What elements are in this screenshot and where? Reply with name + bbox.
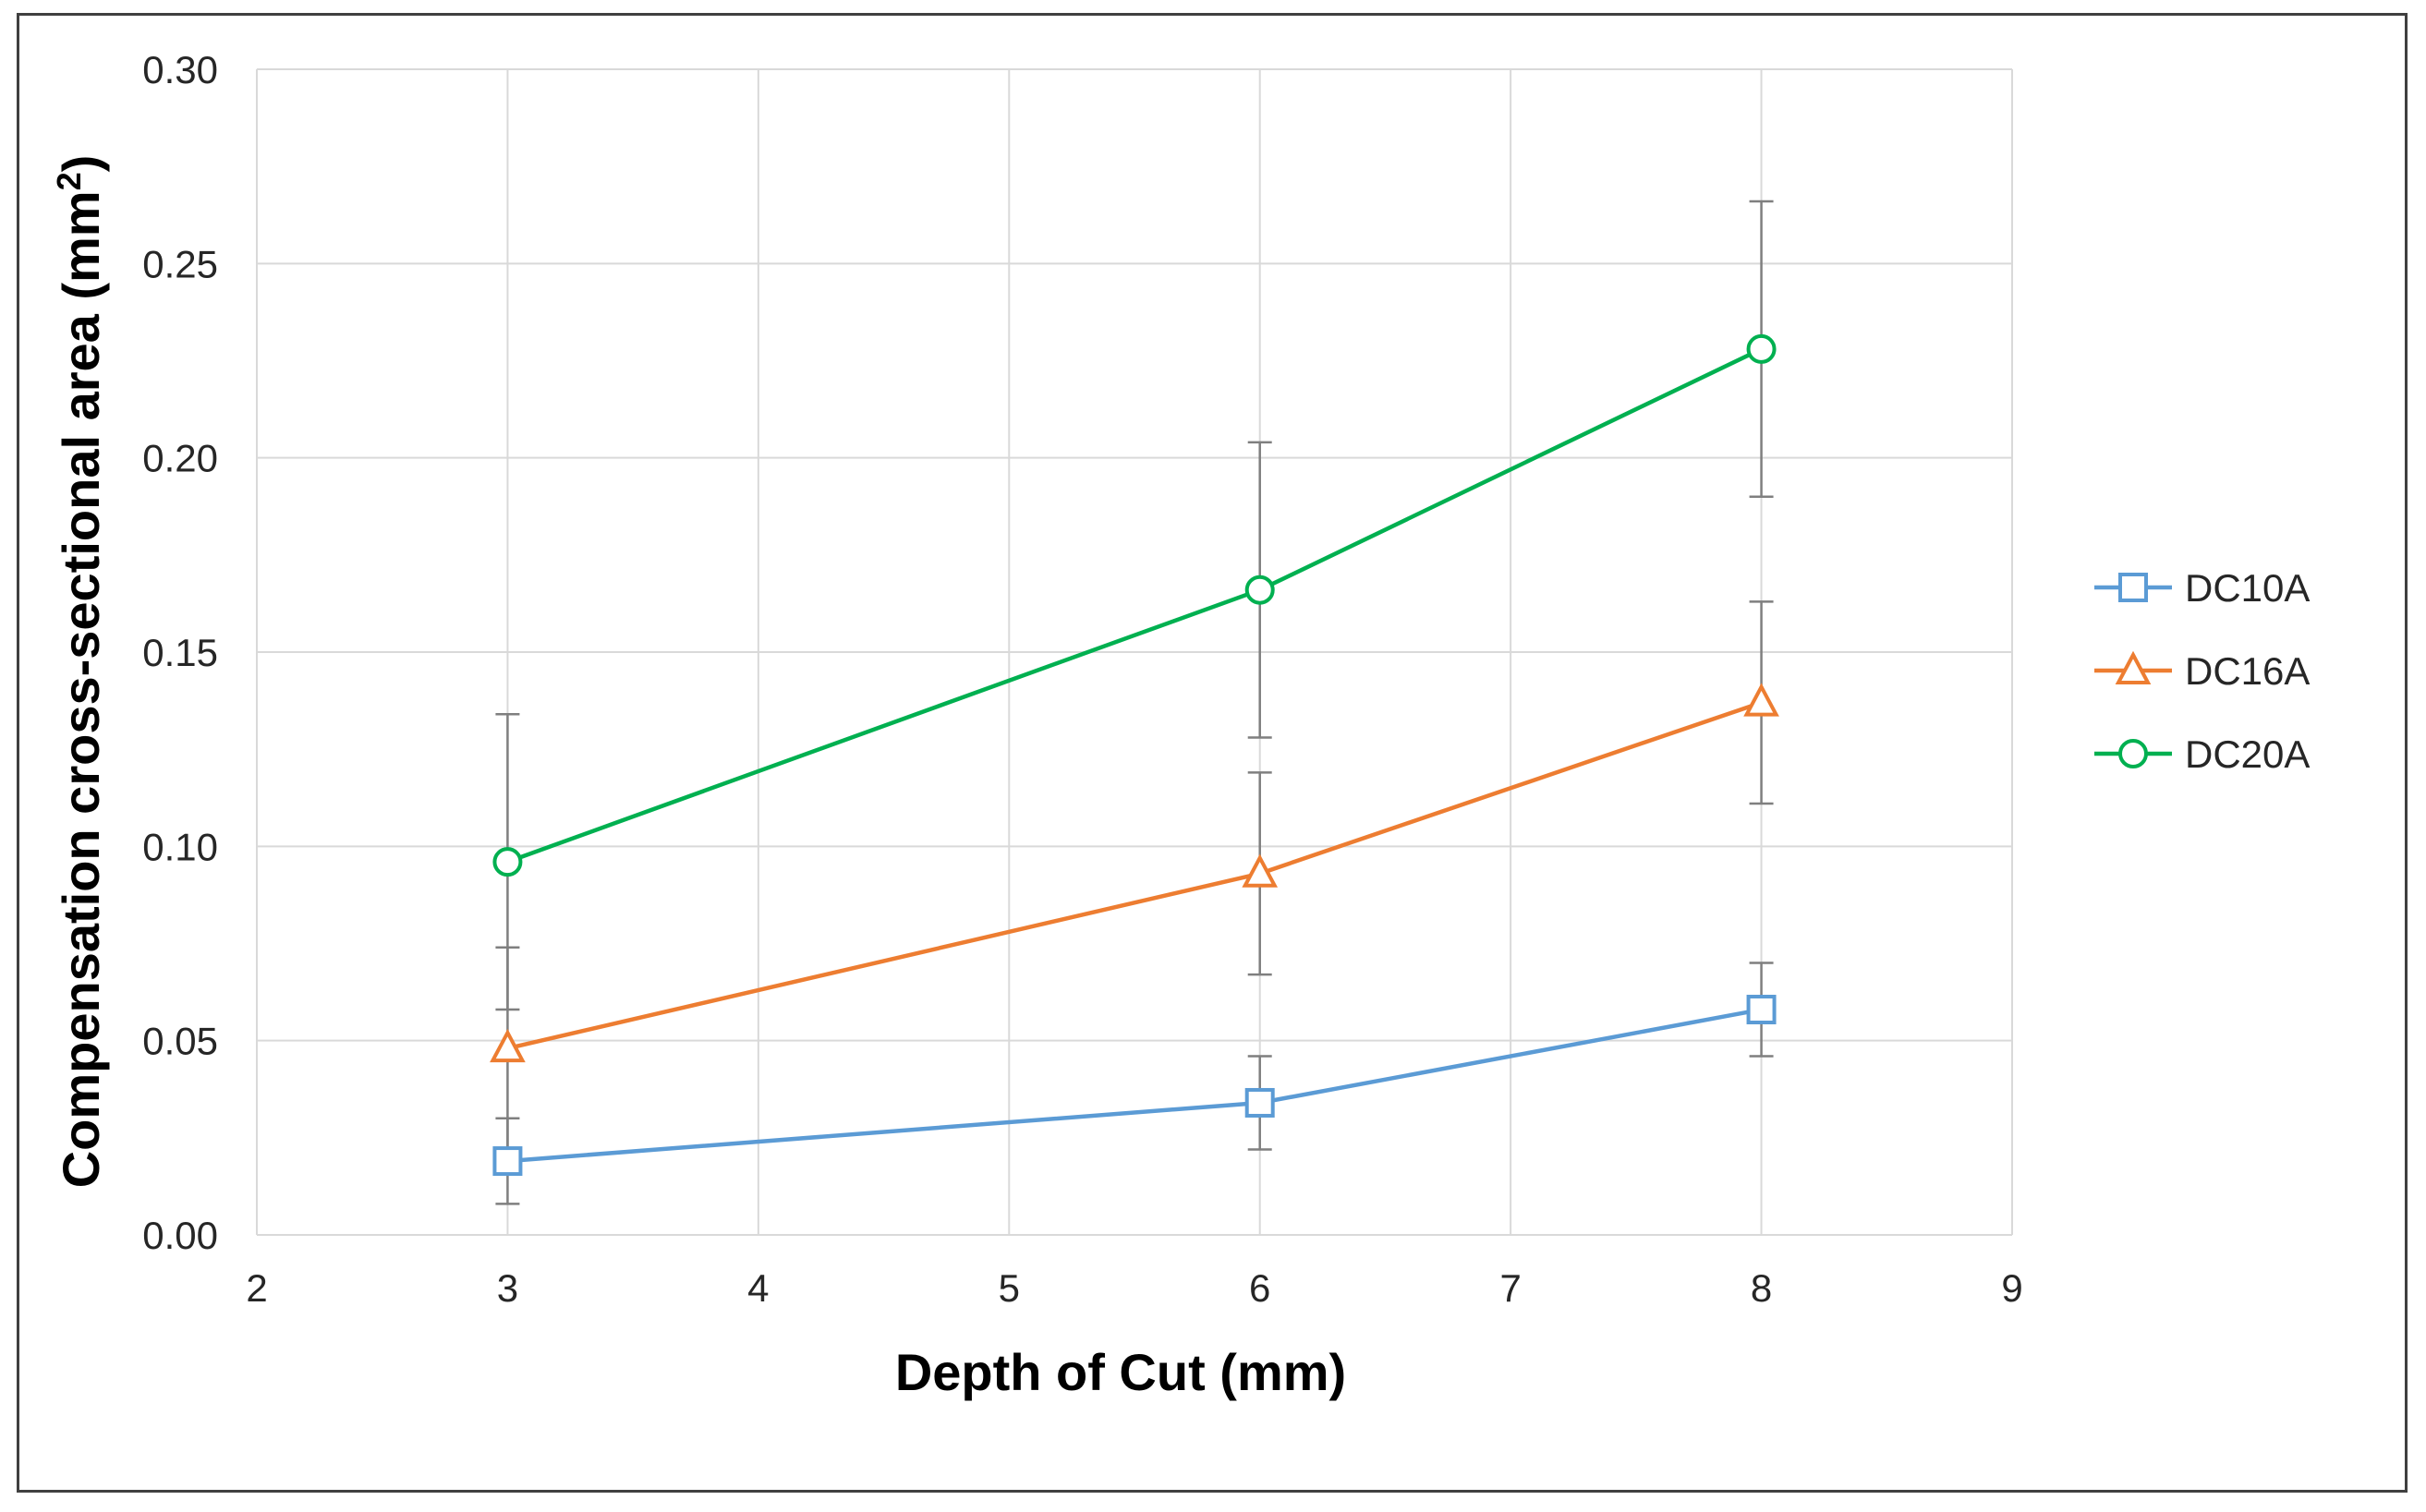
y-axis-title-superscript: 2	[50, 172, 88, 190]
data-point-dc10a	[492, 1146, 523, 1177]
y-tick-label: 0.05	[142, 1020, 218, 1063]
y-tick-label: 0.15	[142, 631, 218, 674]
legend-marker-dc16a	[2115, 650, 2152, 684]
legend-label-dc20a: DC20A	[2185, 732, 2310, 776]
marker-layer	[490, 333, 1779, 1177]
y-axis-title: Compensation cross-sectional area (mm2)	[50, 155, 110, 1189]
error-bar-layer	[495, 200, 1774, 1205]
data-point-dc16a	[1242, 853, 1279, 888]
series-line-dc16a	[506, 700, 1763, 1051]
legend-label-dc10a: DC10A	[2185, 566, 2310, 610]
legend-marker-dc20a	[2118, 739, 2148, 768]
x-tick-label: 5	[999, 1266, 1020, 1310]
series-line-dc10a	[507, 1007, 1762, 1164]
y-tick-label: 0.00	[142, 1214, 218, 1257]
x-tick-label: 7	[1499, 1266, 1521, 1310]
legend-item-dc20a: DC20A	[2094, 732, 2310, 776]
legend-label-dc16a: DC16A	[2185, 649, 2310, 693]
y-axis-title-main: Compensation cross-sectional area (mm	[52, 190, 110, 1188]
legend-item-dc10a: DC10A	[2094, 566, 2310, 610]
data-point-dc20a	[492, 847, 523, 877]
data-point-dc16a	[1743, 683, 1779, 717]
x-tick-label: 3	[497, 1266, 518, 1310]
data-point-dc20a	[1244, 575, 1275, 605]
x-tick-label: 4	[747, 1266, 769, 1310]
data-point-dc10a	[1746, 995, 1777, 1025]
data-point-dc10a	[1244, 1087, 1275, 1118]
x-tick-label: 2	[246, 1266, 267, 1310]
data-point-dc16a	[490, 1028, 526, 1063]
data-point-dc20a	[1746, 333, 1777, 364]
chart-svg: 2 3 4 5 6 7 8 9 0.00 0.05 0.10 0.15 0.20 0.25 0.30 DC1…	[50, 48, 2310, 1401]
legend-marker-dc10a	[2118, 573, 2148, 602]
legend-item-dc16a: DC16A	[2094, 649, 2310, 693]
x-tick-label: 6	[1249, 1266, 1270, 1310]
x-tick-label: 8	[1751, 1266, 1772, 1310]
legend: DC10A DC16A DC20A	[2094, 566, 2310, 776]
y-tick-label: 0.30	[142, 48, 218, 91]
x-tick-label: 9	[2001, 1266, 2022, 1310]
x-axis-title: Depth of Cut (mm)	[895, 1343, 1346, 1401]
y-tick-label: 0.25	[142, 242, 218, 285]
y-axis-title-close: )	[52, 155, 110, 173]
y-tick-label: 0.10	[142, 825, 218, 868]
series-line-layer	[506, 346, 1763, 1164]
y-tick-label: 0.20	[142, 437, 218, 480]
tick-layer: 2 3 4 5 6 7 8 9 0.00 0.05 0.10 0.15 0.20 0.25 0.30	[142, 48, 2022, 1310]
series-line-dc20a	[506, 346, 1763, 865]
chart-frame: 2 3 4 5 6 7 8 9 0.00 0.05 0.10 0.15 0.20 0.25 0.30 DC1…	[17, 13, 2408, 1493]
